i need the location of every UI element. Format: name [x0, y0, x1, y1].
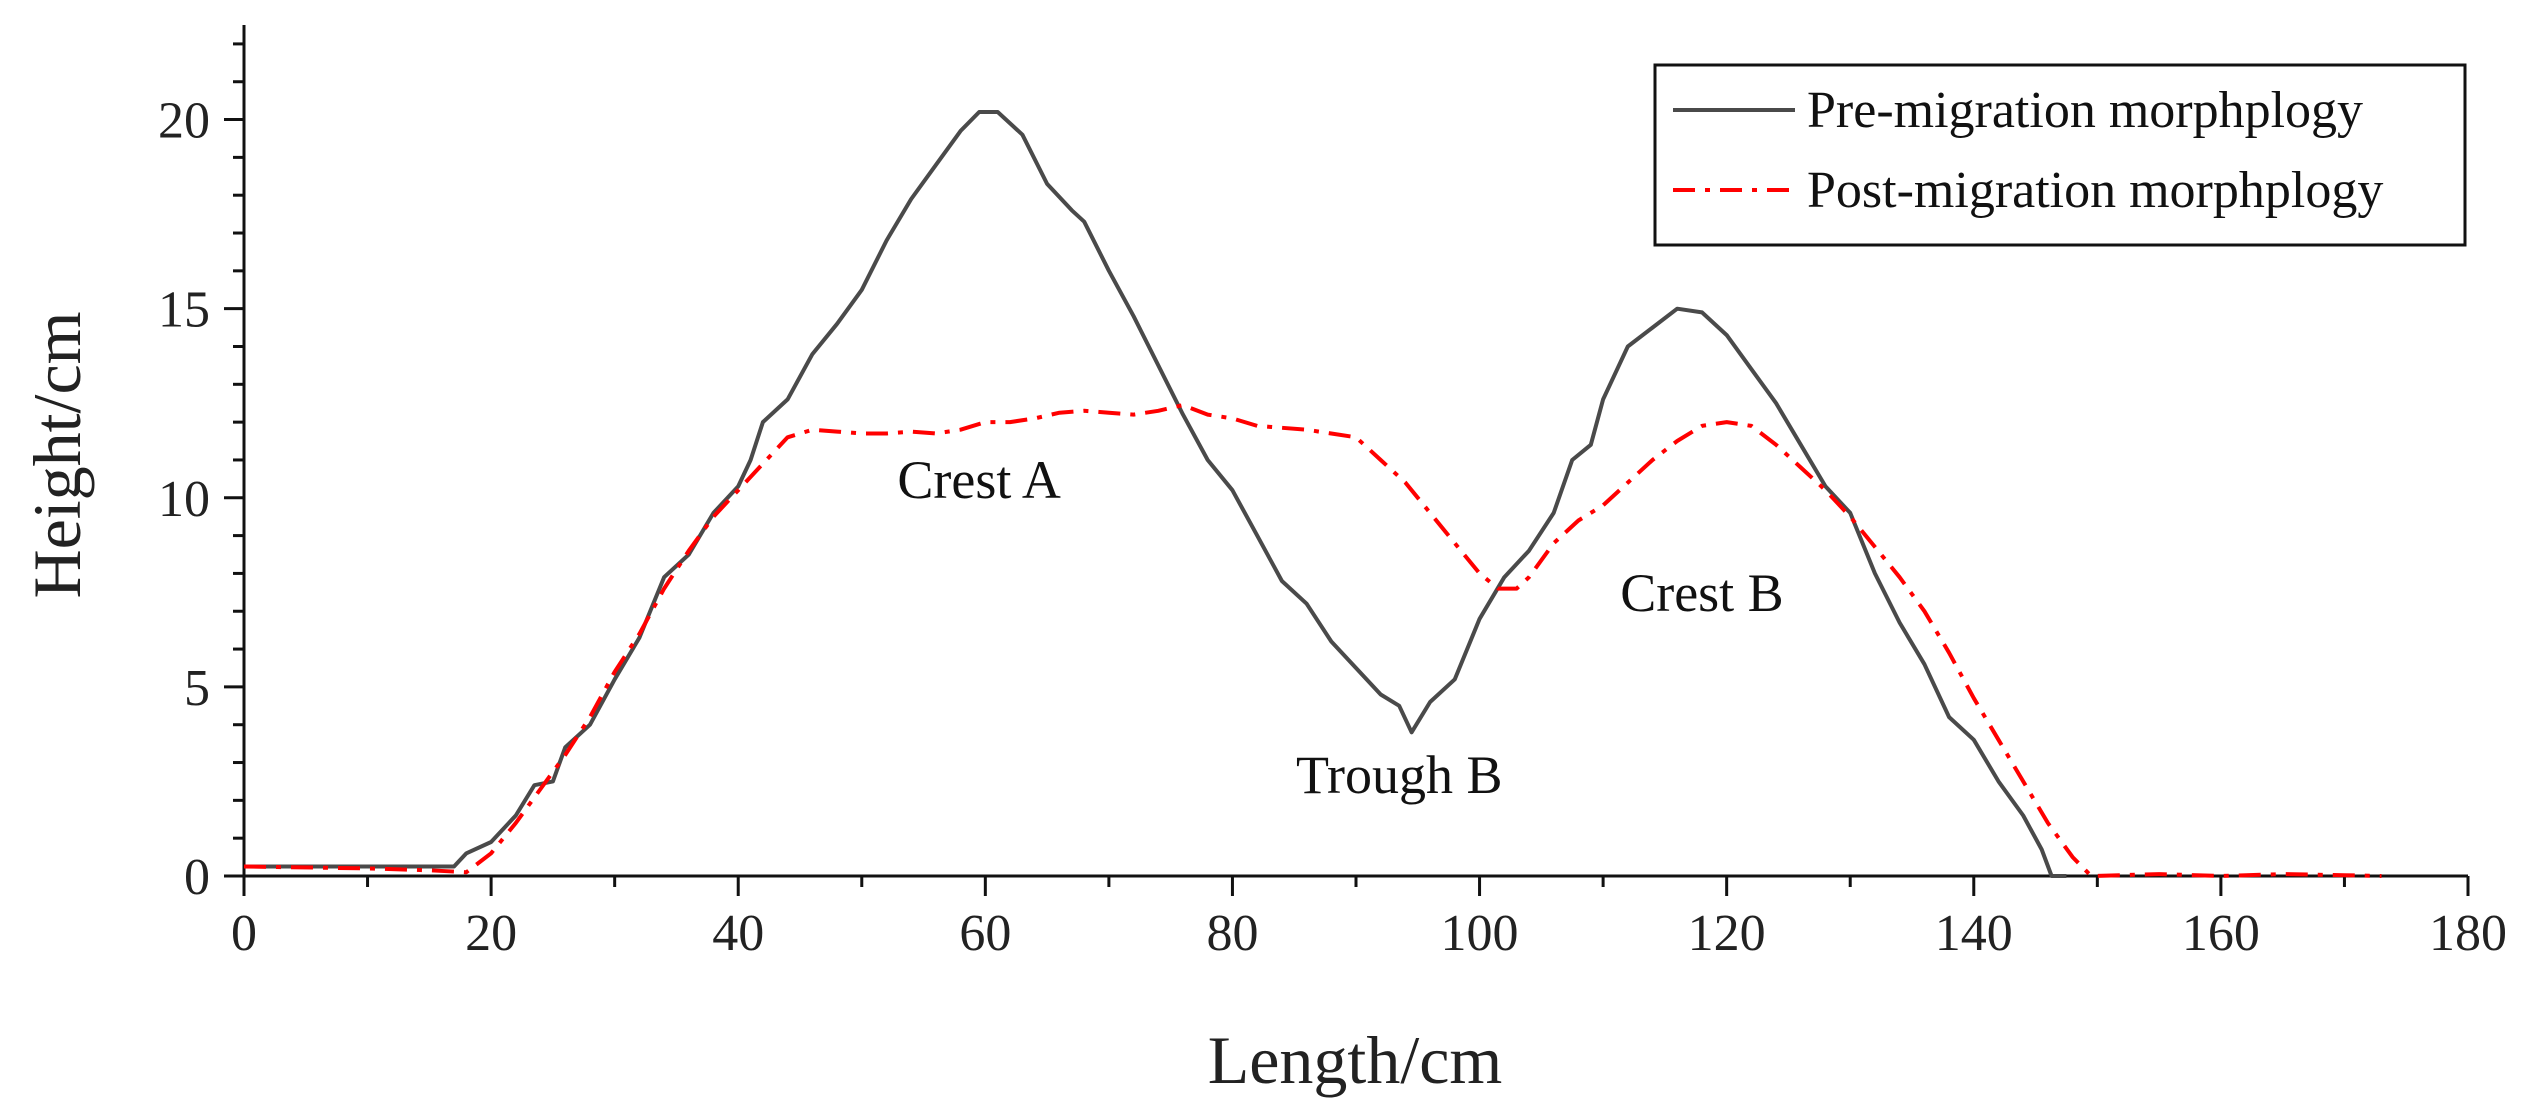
y-tick-label: 5 [184, 660, 210, 717]
legend-entry-label: Post-migration morphplogy [1807, 162, 2383, 219]
annotation-label: Crest B [1620, 563, 1784, 623]
legend-entry-label: Pre-migration morphplogy [1807, 82, 2363, 139]
y-tick-label: 20 [158, 93, 210, 150]
x-axis-title: Length/cm [1208, 1022, 1503, 1098]
post-migration-line [243, 403, 2382, 878]
axis-ticks: 0 20 40 60 80 100 120 140 160 180 0 5 10 15 20 [158, 42, 2507, 962]
x-tick-label: 100 [1441, 905, 1519, 962]
y-axis-title: Height/cm [19, 311, 95, 598]
annotation-label: Crest A [897, 450, 1061, 510]
legend: Pre-migration morphplogy Post-migration m… [1653, 63, 2467, 247]
x-tick-label: 20 [465, 905, 517, 962]
y-tick-label: 15 [158, 282, 210, 339]
x-tick-label: 120 [1688, 905, 1766, 962]
annotations: Crest A Trough B Crest B [897, 450, 1783, 805]
x-tick-label: 180 [2429, 905, 2507, 962]
plot-series [243, 110, 2382, 878]
x-tick-label: 40 [712, 905, 764, 962]
x-tick-label: 160 [2182, 905, 2260, 962]
x-tick-label: 0 [231, 905, 257, 962]
x-tick-label: 60 [959, 905, 1011, 962]
y-tick-label: 10 [158, 471, 210, 528]
x-tick-label: 140 [1935, 905, 2013, 962]
x-tick-label: 80 [1206, 905, 1258, 962]
y-tick-label: 0 [184, 849, 210, 906]
pre-migration-line [244, 110, 2067, 878]
legend-box [1653, 63, 2467, 247]
annotation-label: Trough B [1296, 745, 1503, 805]
